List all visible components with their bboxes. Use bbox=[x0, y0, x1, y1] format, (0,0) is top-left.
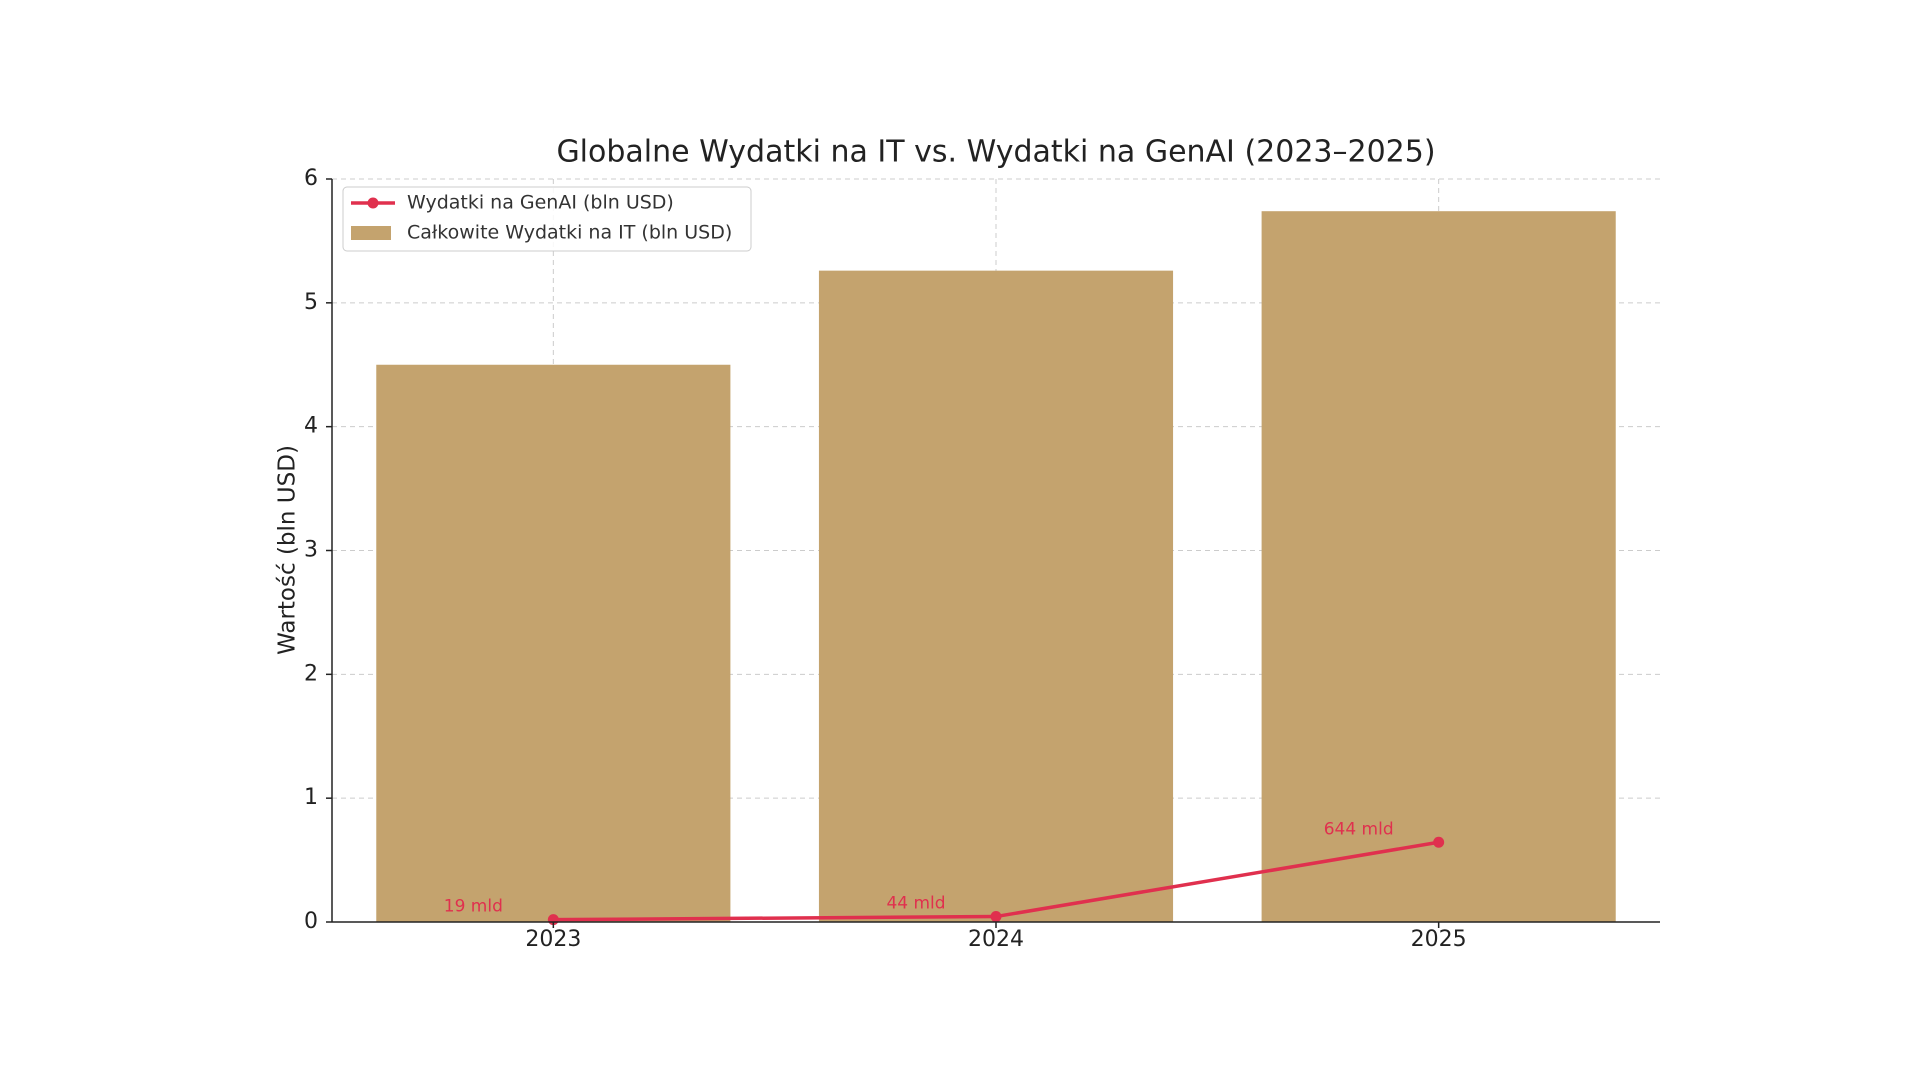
y-tick-label: 3 bbox=[304, 538, 318, 563]
bar bbox=[376, 364, 731, 922]
y-tick-label: 2 bbox=[304, 661, 318, 686]
x-tick-label: 2023 bbox=[525, 927, 581, 952]
legend-swatch bbox=[367, 197, 379, 209]
bars bbox=[376, 211, 1616, 923]
y-tick-label: 6 bbox=[304, 166, 318, 191]
bar bbox=[818, 270, 1174, 922]
x-tick-label: 2025 bbox=[1411, 927, 1467, 952]
y-tick-label: 0 bbox=[304, 909, 318, 934]
legend-box bbox=[342, 186, 752, 252]
data-label: 644 mld bbox=[1324, 819, 1394, 839]
legend: Wydatki na GenAI (bln USD) Całkowite Wyda… bbox=[342, 186, 752, 252]
y-tick-label: 4 bbox=[304, 414, 318, 439]
line-point bbox=[990, 911, 1002, 923]
y-tick-label: 5 bbox=[304, 290, 318, 315]
data-label: 44 mld bbox=[886, 894, 945, 914]
bar bbox=[1261, 211, 1616, 923]
y-tick-label: 1 bbox=[304, 785, 318, 810]
chart-title: Globalne Wydatki na IT vs. Wydatki na Ge… bbox=[556, 135, 1435, 170]
y-axis-label: Wartość (bln USD) bbox=[275, 445, 301, 655]
lines: 19 mld 44 mld 644 mld bbox=[444, 819, 1445, 926]
legend-swatch bbox=[351, 226, 391, 240]
legend-label: Całkowite Wydatki na IT (bln USD) bbox=[407, 222, 732, 244]
x-tick-label: 2024 bbox=[968, 927, 1024, 952]
legend-label: Wydatki na GenAI (bln USD) bbox=[407, 192, 674, 214]
line-point bbox=[1433, 836, 1445, 848]
data-label: 19 mld bbox=[444, 897, 503, 917]
